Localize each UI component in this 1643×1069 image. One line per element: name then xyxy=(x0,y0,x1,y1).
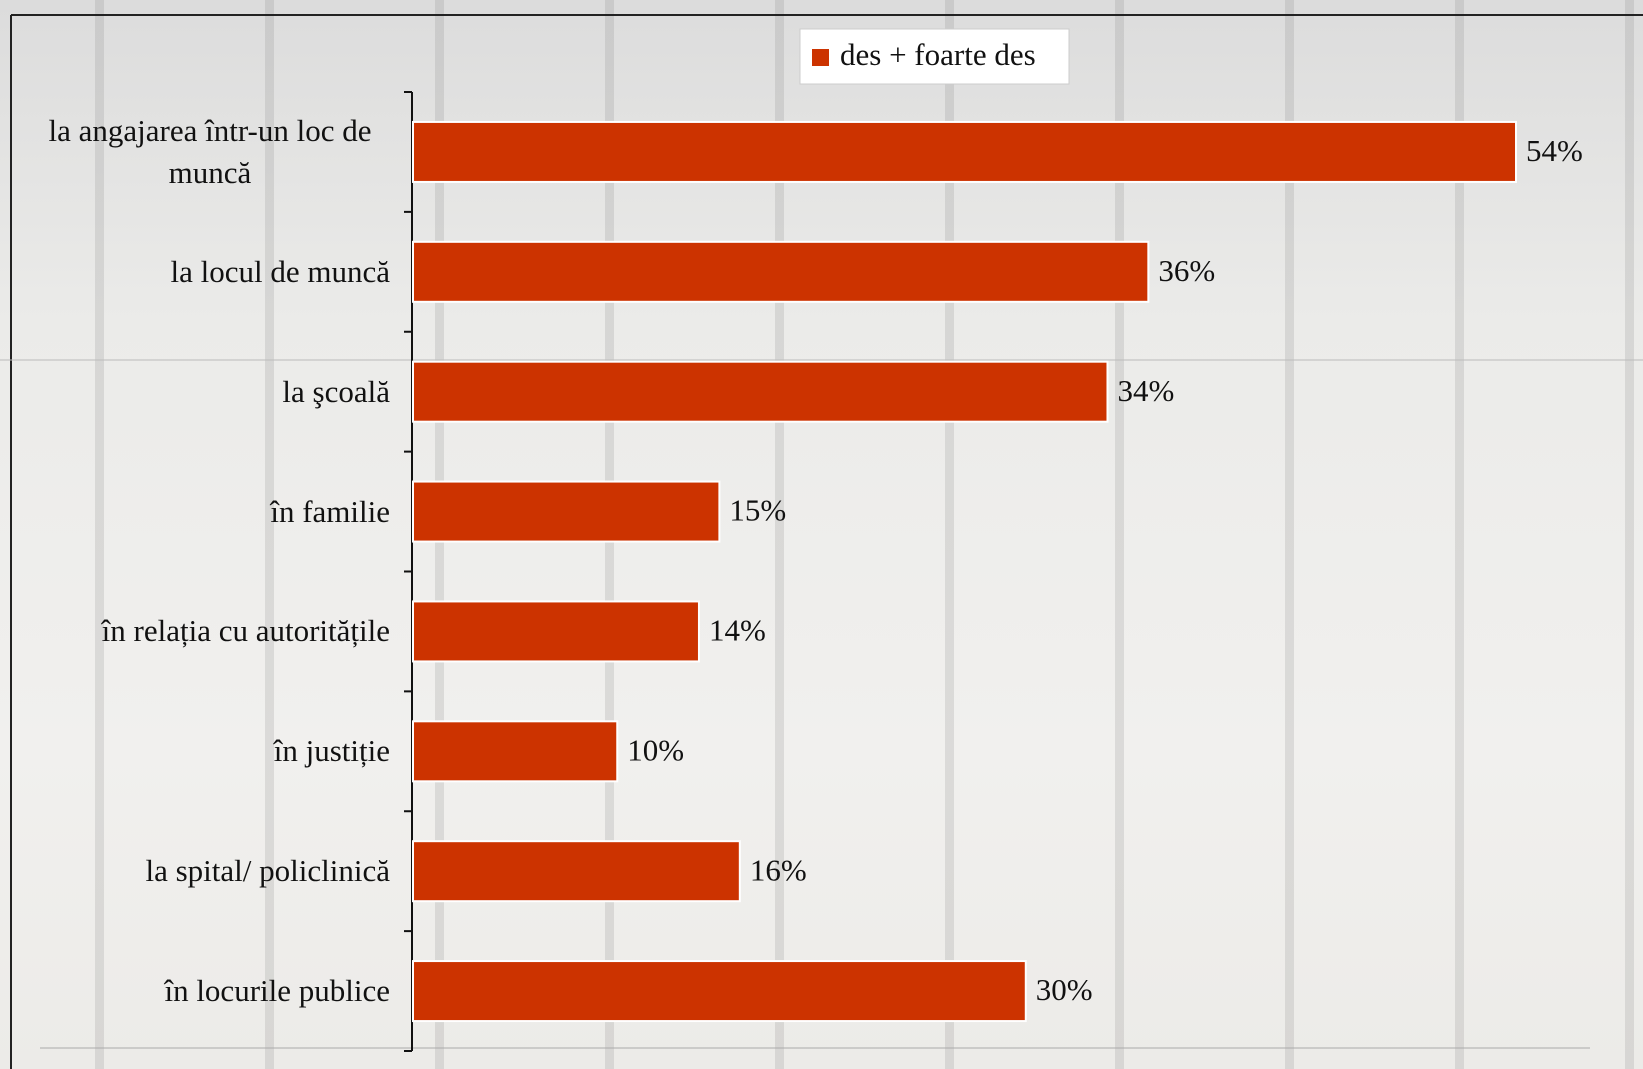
y-tick-label: la locul de muncă xyxy=(170,253,391,289)
data-label: 36% xyxy=(1158,253,1215,288)
data-label: 14% xyxy=(709,613,766,648)
bar xyxy=(412,720,619,783)
data-label: 16% xyxy=(750,852,807,887)
bar xyxy=(412,480,721,543)
y-tick-label: în justiție xyxy=(273,733,390,769)
y-tick-label: în relația cu autoritățile xyxy=(101,613,390,649)
bar xyxy=(412,840,741,903)
data-label: 30% xyxy=(1036,972,1093,1007)
data-label: 34% xyxy=(1117,373,1174,408)
legend-box xyxy=(799,28,1070,85)
y-tick-label: la spital/ policlinică xyxy=(145,853,391,889)
data-label: 15% xyxy=(729,493,786,528)
y-tick-label: în locurile publice xyxy=(164,973,390,1009)
legend-swatch xyxy=(812,49,829,66)
bar xyxy=(412,960,1027,1023)
y-tick-label: la şcoală xyxy=(282,373,390,409)
data-label: 10% xyxy=(627,732,684,767)
data-label: 54% xyxy=(1526,133,1583,168)
y-tick-label: la angajarea într-un loc de muncă xyxy=(48,112,372,190)
legend-label: des + foarte des xyxy=(840,37,1036,72)
bar xyxy=(412,240,1150,303)
bar xyxy=(412,360,1109,423)
bar xyxy=(412,120,1517,183)
bar xyxy=(412,600,700,663)
y-tick-label: în familie xyxy=(270,493,390,529)
